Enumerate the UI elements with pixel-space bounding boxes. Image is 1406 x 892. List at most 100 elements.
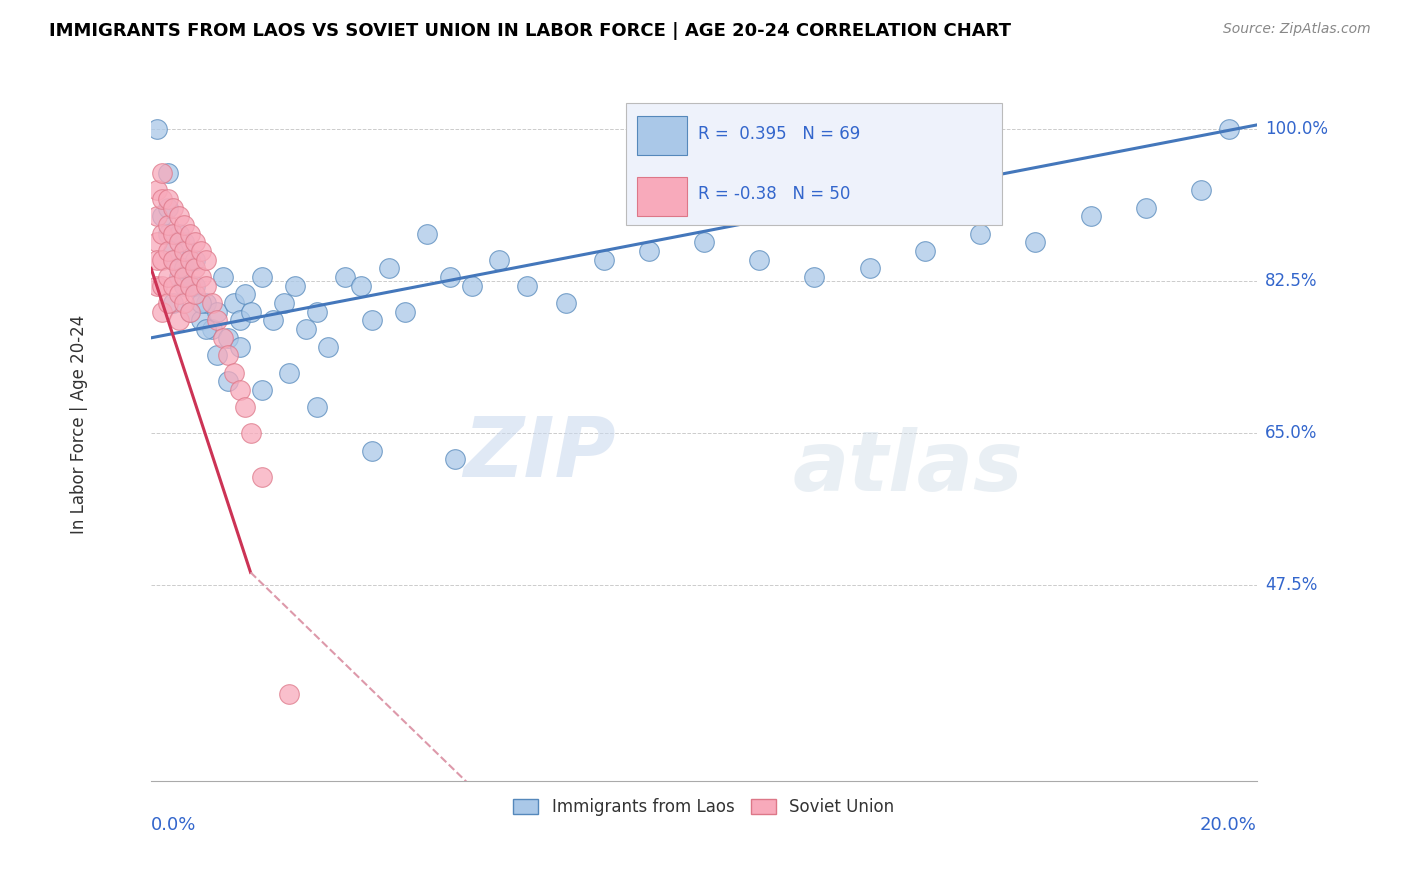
Legend: Immigrants from Laos, Soviet Union: Immigrants from Laos, Soviet Union: [506, 791, 901, 822]
Point: [969, 227, 991, 241]
Point: [637, 244, 659, 258]
Point: [156, 296, 179, 310]
Point: [488, 252, 510, 267]
Point: [150, 209, 173, 223]
Text: In Labor Force | Age 20-24: In Labor Force | Age 20-24: [70, 315, 89, 534]
Point: [190, 313, 212, 327]
Point: [173, 244, 195, 258]
Point: [179, 278, 201, 293]
Point: [195, 296, 218, 310]
Point: [444, 452, 467, 467]
Point: [207, 348, 229, 362]
Bar: [637, 178, 688, 216]
Point: [305, 305, 328, 319]
Point: [173, 261, 195, 276]
Point: [416, 227, 439, 241]
Point: [145, 183, 167, 197]
Point: [239, 426, 262, 441]
Point: [162, 278, 184, 293]
Point: [295, 322, 318, 336]
Point: [1024, 235, 1046, 250]
Point: [167, 209, 190, 223]
Point: [156, 270, 179, 285]
Point: [207, 800, 229, 814]
Point: [190, 244, 212, 258]
Point: [278, 687, 301, 701]
Point: [190, 296, 212, 310]
Point: [284, 278, 307, 293]
Point: [460, 278, 482, 293]
Point: [914, 244, 936, 258]
Point: [222, 366, 245, 380]
Point: [195, 322, 218, 336]
Point: [179, 252, 201, 267]
Point: [150, 252, 173, 267]
Point: [173, 270, 195, 285]
Point: [212, 270, 235, 285]
Point: [262, 313, 284, 327]
Point: [145, 278, 167, 293]
Point: [333, 270, 356, 285]
Point: [217, 374, 239, 388]
Point: [167, 235, 190, 250]
Text: 0.0%: 0.0%: [150, 815, 197, 834]
Point: [162, 252, 184, 267]
Point: [162, 296, 184, 310]
Point: [162, 252, 184, 267]
Point: [439, 270, 461, 285]
FancyBboxPatch shape: [627, 103, 1002, 225]
Point: [145, 235, 167, 250]
Point: [150, 192, 173, 206]
Point: [748, 252, 770, 267]
Point: [207, 305, 229, 319]
Point: [167, 261, 190, 276]
Point: [167, 313, 190, 327]
Point: [217, 331, 239, 345]
Point: [222, 296, 245, 310]
Point: [554, 296, 576, 310]
Text: Source: ZipAtlas.com: Source: ZipAtlas.com: [1223, 22, 1371, 37]
Point: [1080, 209, 1102, 223]
Point: [377, 261, 399, 276]
Point: [156, 166, 179, 180]
Point: [593, 252, 616, 267]
Point: [207, 313, 229, 327]
Point: [145, 122, 167, 136]
Point: [145, 209, 167, 223]
Point: [179, 278, 201, 293]
Point: [173, 278, 195, 293]
Point: [250, 270, 273, 285]
Point: [156, 218, 179, 232]
Point: [273, 296, 295, 310]
Point: [195, 278, 218, 293]
Point: [278, 366, 301, 380]
Point: [184, 287, 207, 301]
Point: [693, 235, 716, 250]
Point: [150, 278, 173, 293]
Point: [250, 470, 273, 484]
Point: [184, 252, 207, 267]
Point: [201, 296, 224, 310]
Point: [350, 278, 373, 293]
Point: [233, 287, 256, 301]
Point: [184, 235, 207, 250]
Text: 20.0%: 20.0%: [1199, 815, 1257, 834]
Point: [179, 227, 201, 241]
Point: [173, 235, 195, 250]
Point: [150, 166, 173, 180]
Point: [167, 227, 190, 241]
Point: [156, 244, 179, 258]
Point: [173, 218, 195, 232]
Point: [150, 305, 173, 319]
Point: [195, 252, 218, 267]
Point: [250, 383, 273, 397]
Point: [212, 331, 235, 345]
Point: [316, 339, 339, 353]
Point: [150, 227, 173, 241]
Point: [201, 322, 224, 336]
Point: [1135, 201, 1157, 215]
Point: [361, 443, 384, 458]
Point: [173, 296, 195, 310]
Point: [156, 192, 179, 206]
Point: [190, 270, 212, 285]
